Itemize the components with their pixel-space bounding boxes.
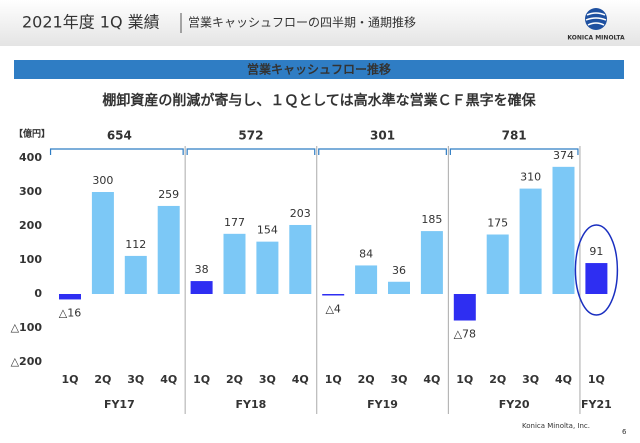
bar bbox=[585, 263, 608, 294]
value-label: 185 bbox=[421, 213, 442, 226]
group-bracket bbox=[49, 148, 184, 155]
bar bbox=[453, 294, 476, 321]
bar bbox=[190, 281, 213, 294]
x-tick-label: 4Q bbox=[160, 373, 177, 386]
x-tick-label: 2Q bbox=[358, 373, 375, 386]
bar bbox=[289, 224, 312, 294]
y-axis-label: 【億円】 bbox=[14, 128, 50, 140]
y-tick-label: 100 bbox=[19, 253, 42, 266]
logo: KONICA MINOLTA bbox=[567, 8, 625, 42]
value-label: 36 bbox=[392, 264, 406, 277]
value-label: △78 bbox=[454, 328, 476, 341]
value-label: 203 bbox=[290, 207, 311, 220]
value-label: 112 bbox=[125, 238, 146, 251]
x-tick-label: 1Q bbox=[325, 373, 342, 386]
y-tick-label: 400 bbox=[19, 151, 42, 164]
x-tick-label: 1Q bbox=[193, 373, 210, 386]
group-bracket bbox=[449, 148, 579, 155]
y-tick-label: 0 bbox=[34, 287, 42, 300]
y-tick-label: 300 bbox=[19, 185, 42, 198]
chart-title: 棚卸資産の削減が寄与し、１Ｑとしては高水準な営業ＣＦ黒字を確保 bbox=[102, 92, 536, 109]
x-tick-label: 1Q bbox=[588, 373, 605, 386]
header-band bbox=[0, 0, 640, 46]
logo-text: KONICA MINOLTA bbox=[567, 35, 625, 42]
group-label: FY18 bbox=[236, 398, 267, 411]
group-bracket bbox=[186, 148, 316, 155]
bar bbox=[552, 166, 575, 294]
x-tick-label: 2Q bbox=[94, 373, 111, 386]
banner bbox=[14, 60, 624, 79]
bar bbox=[157, 205, 180, 294]
group-total: 781 bbox=[502, 129, 527, 143]
y-tick-label: 200 bbox=[19, 219, 42, 232]
header-subtitle: 営業キャッシュフローの四半期・通期推移 bbox=[188, 16, 416, 30]
value-label: 300 bbox=[92, 174, 113, 187]
x-tick-label: 3Q bbox=[390, 373, 407, 386]
value-label: 374 bbox=[553, 149, 574, 162]
bar bbox=[256, 241, 279, 294]
bar bbox=[124, 255, 147, 294]
bar bbox=[388, 281, 410, 294]
x-tick-label: 4Q bbox=[423, 373, 440, 386]
bar bbox=[355, 265, 378, 294]
group-label: FY19 bbox=[367, 398, 398, 411]
group-total: 654 bbox=[107, 129, 132, 143]
bar bbox=[223, 233, 246, 294]
value-label: 310 bbox=[520, 171, 541, 184]
value-label: △16 bbox=[59, 306, 81, 319]
x-tick-label: 4Q bbox=[292, 373, 309, 386]
value-label: 259 bbox=[158, 188, 179, 201]
x-tick-label: 1Q bbox=[456, 373, 473, 386]
bar bbox=[519, 188, 542, 294]
page-number: 6 bbox=[622, 428, 627, 436]
x-tick-label: 4Q bbox=[555, 373, 572, 386]
value-label: 91 bbox=[589, 245, 603, 258]
bar bbox=[486, 234, 509, 294]
bar bbox=[91, 192, 114, 294]
footer-company: Konica Minolta, Inc. bbox=[522, 422, 590, 430]
group-label: FY21 bbox=[581, 398, 612, 411]
group-total: 301 bbox=[370, 129, 395, 143]
x-tick-label: 3Q bbox=[522, 373, 539, 386]
banner-text: 営業キャッシュフロー推移 bbox=[247, 62, 391, 77]
value-label: 154 bbox=[257, 224, 278, 237]
x-tick-label: 2Q bbox=[489, 373, 506, 386]
group-bracket bbox=[318, 148, 447, 155]
x-tick-label: 3Q bbox=[127, 373, 144, 386]
x-tick-label: 1Q bbox=[61, 373, 78, 386]
header-title: 2021年度 1Q 業績 bbox=[22, 13, 160, 32]
bar bbox=[322, 294, 345, 296]
group-total: 572 bbox=[238, 129, 263, 143]
y-tick-label: △100 bbox=[11, 321, 43, 334]
y-tick-label: △200 bbox=[11, 355, 43, 368]
x-tick-label: 3Q bbox=[259, 373, 276, 386]
value-label: 38 bbox=[195, 263, 209, 276]
value-label: 175 bbox=[487, 217, 508, 230]
value-label: 84 bbox=[359, 247, 373, 260]
highlight-ellipse bbox=[574, 224, 619, 316]
bar bbox=[420, 231, 443, 294]
group-label: FY20 bbox=[499, 398, 530, 411]
x-tick-label: 2Q bbox=[226, 373, 243, 386]
value-label: △4 bbox=[325, 302, 340, 315]
value-label: 177 bbox=[224, 216, 245, 229]
group-label: FY17 bbox=[104, 398, 135, 411]
bar bbox=[59, 294, 81, 300]
